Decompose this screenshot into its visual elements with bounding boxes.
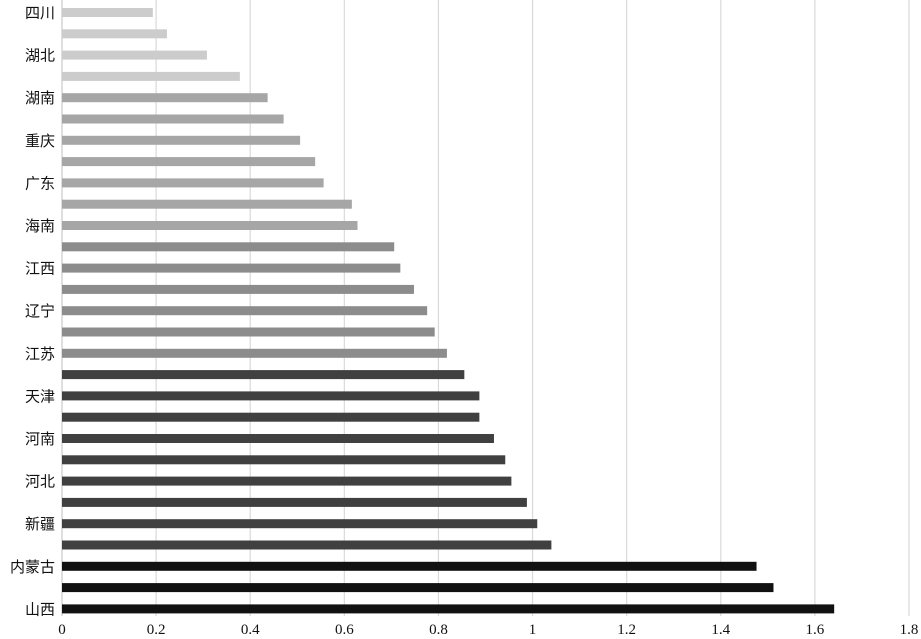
category-label: 四川	[25, 4, 55, 22]
x-tick-label: 1.2	[617, 622, 636, 638]
category-label: 海南	[25, 217, 55, 235]
x-tick-label: 1	[529, 622, 537, 638]
bar	[62, 306, 428, 316]
x-tick-label: 1.6	[806, 622, 825, 638]
bar	[62, 540, 552, 550]
bar	[62, 114, 284, 124]
category-label: 广东	[25, 174, 55, 192]
x-tick-label: 0.2	[147, 622, 166, 638]
category-label: 湖北	[25, 47, 55, 65]
bar	[62, 434, 494, 443]
bar	[62, 8, 153, 17]
bar	[62, 135, 301, 145]
x-tick-label: 0	[58, 622, 66, 638]
bar	[62, 455, 506, 465]
bar	[62, 370, 465, 380]
category-label: 河南	[25, 430, 55, 448]
bar	[62, 221, 358, 230]
bar	[62, 242, 395, 252]
bar	[62, 561, 757, 571]
category-label: 江西	[25, 260, 55, 278]
bar	[62, 583, 774, 593]
category-label: 辽宁	[25, 302, 55, 320]
bar	[62, 93, 268, 103]
bar	[62, 178, 324, 188]
gridlines	[61, 0, 910, 616]
category-label: 江苏	[25, 345, 55, 363]
category-label: 山西	[25, 600, 55, 618]
x-tick-labels: 0 0.2 0.4 0.6 0.8 1 1.2 1.4 1.6 1.8	[58, 622, 918, 638]
category-label: 天津	[25, 387, 55, 405]
bar	[62, 71, 240, 81]
bar	[62, 29, 167, 39]
x-tick-label: 1.4	[711, 622, 730, 638]
bar	[62, 157, 316, 167]
bars	[62, 8, 835, 614]
x-tick-label: 0.8	[429, 622, 448, 638]
category-label: 重庆	[25, 132, 55, 150]
bar	[62, 284, 414, 294]
x-tick-label: 0.6	[335, 622, 354, 638]
bar	[62, 412, 480, 422]
bar	[62, 199, 352, 209]
bar	[62, 50, 207, 60]
category-label: 湖南	[25, 89, 55, 107]
bar	[62, 348, 447, 358]
bar	[62, 476, 512, 486]
x-tick-label: 0.4	[241, 622, 260, 638]
category-label: 内蒙古	[10, 558, 55, 576]
bar	[62, 519, 538, 529]
category-label: 河北	[25, 473, 55, 491]
bar	[62, 604, 835, 614]
x-tick-label: 1.8	[900, 622, 919, 638]
bar	[62, 263, 401, 273]
bar	[62, 327, 435, 337]
bar	[62, 391, 480, 401]
category-label: 新疆	[25, 515, 55, 533]
bar	[62, 497, 527, 507]
